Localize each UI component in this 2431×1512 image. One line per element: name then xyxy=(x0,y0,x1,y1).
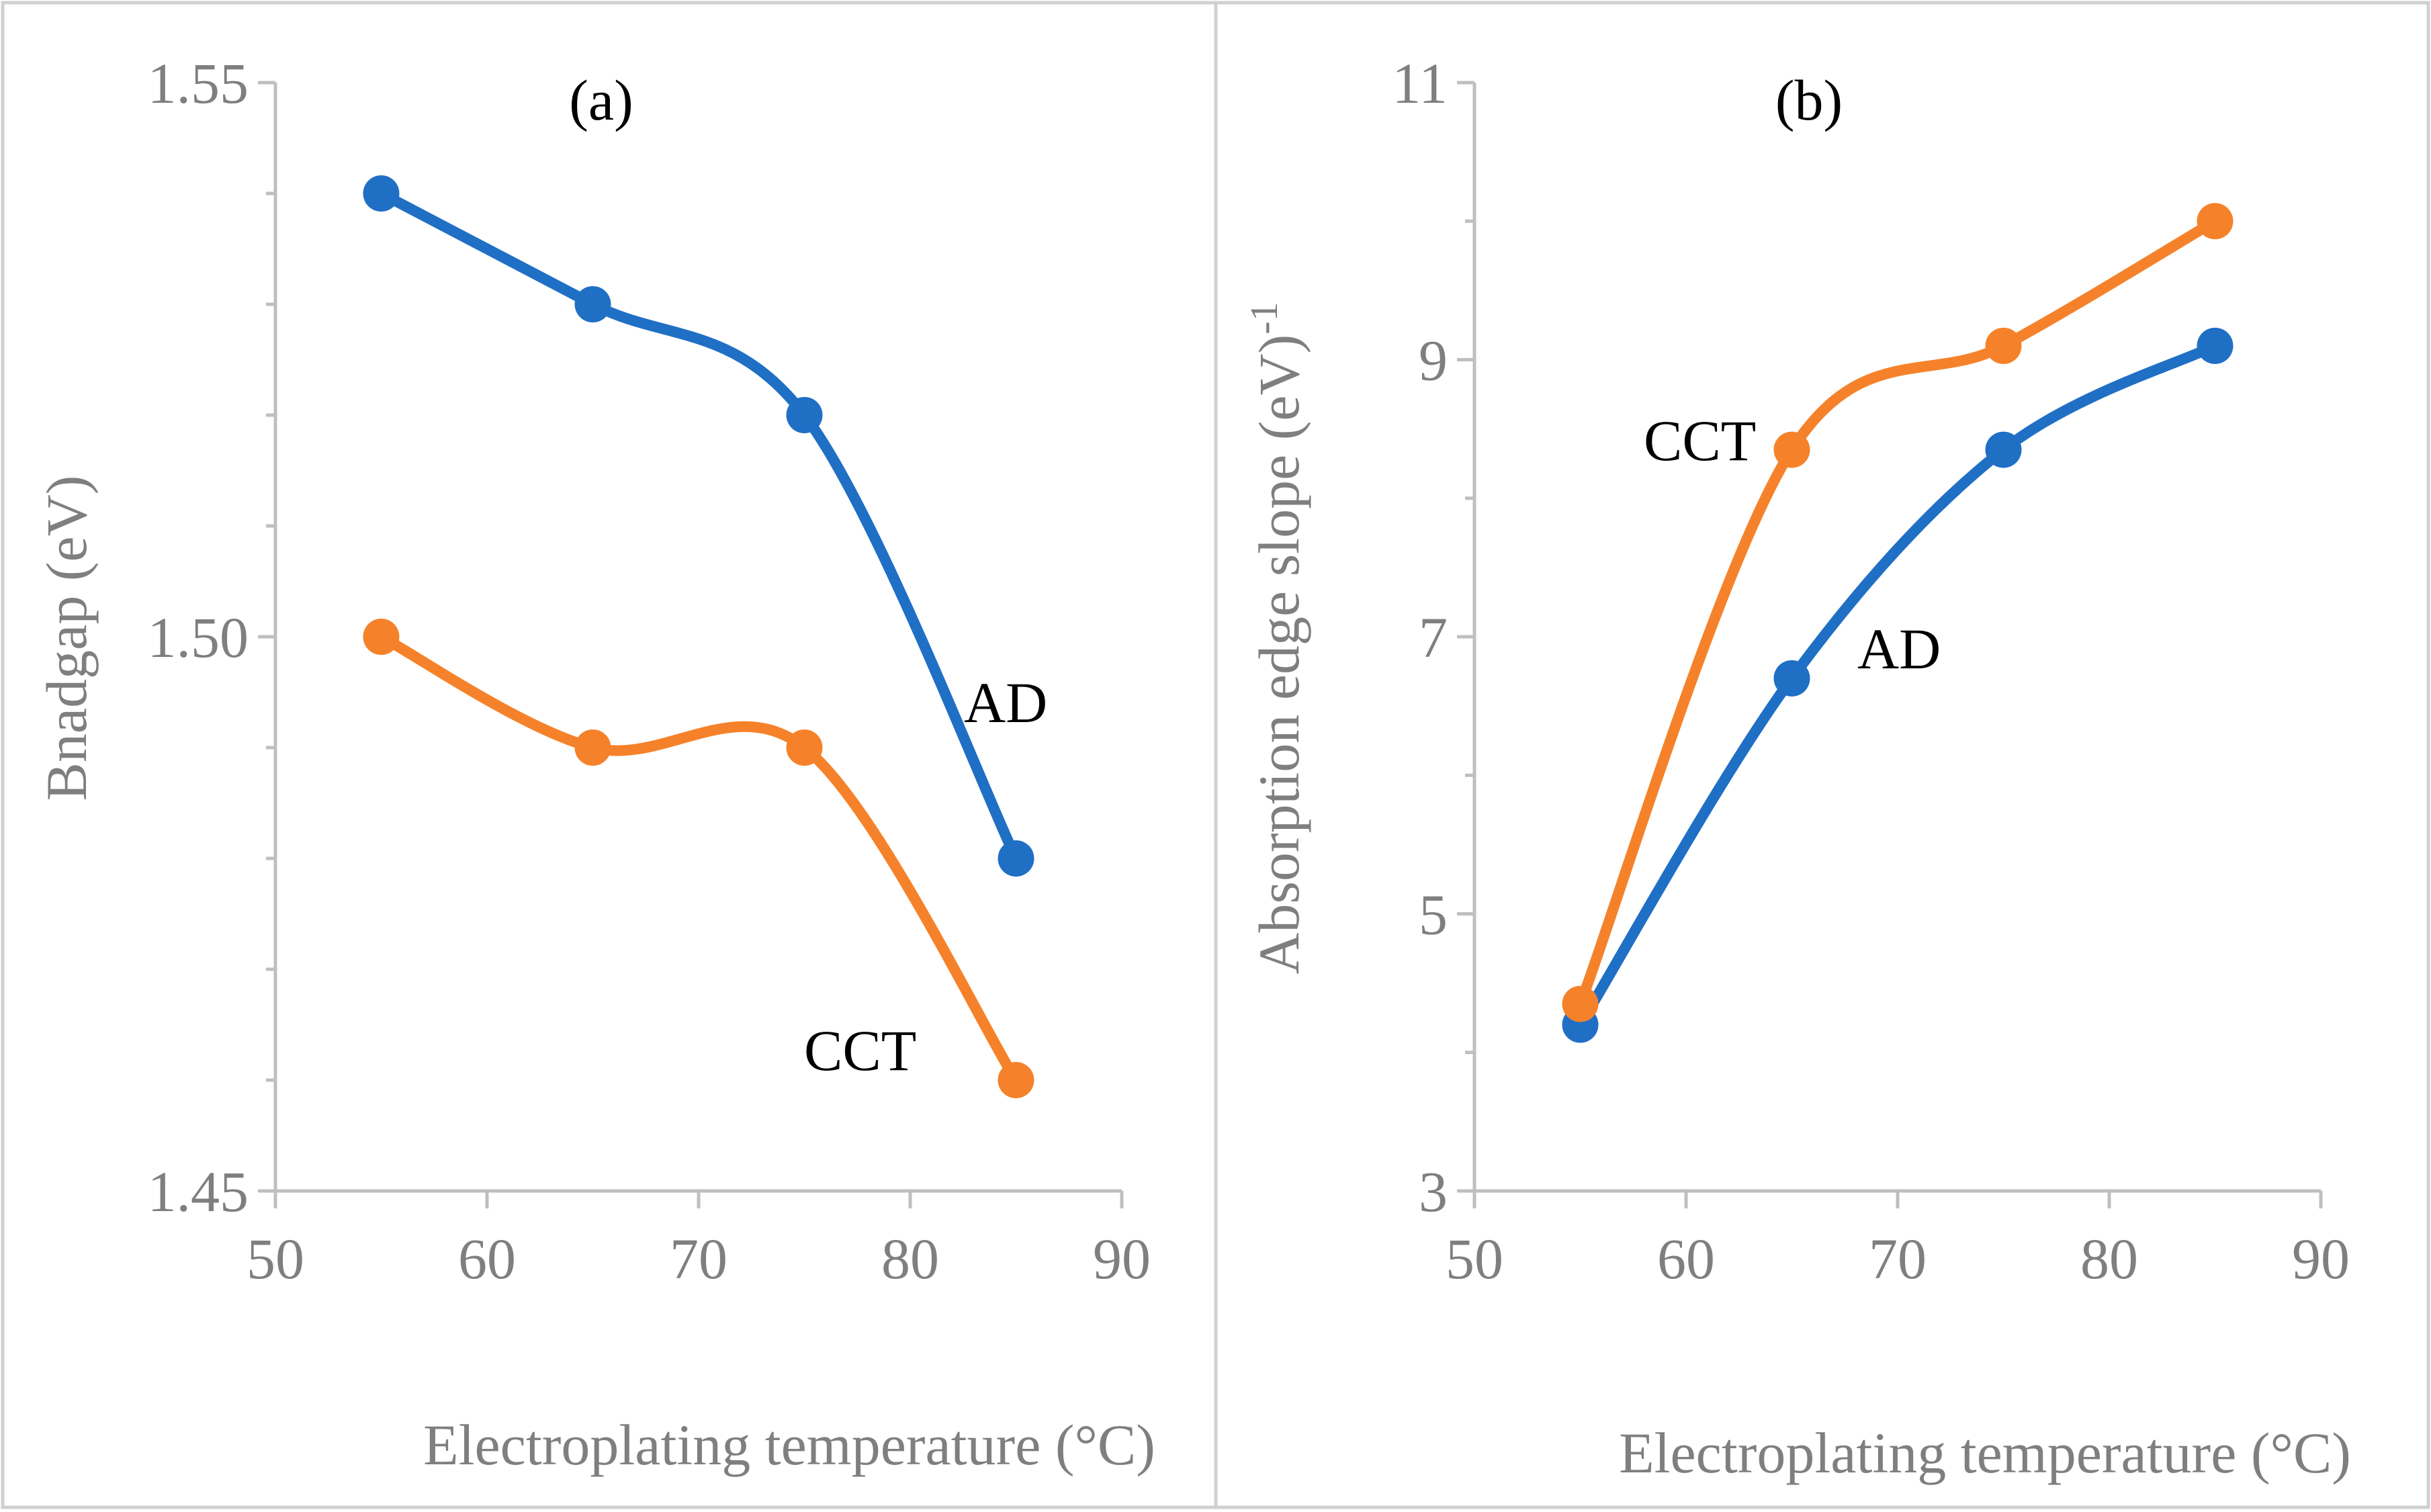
panel-a-x-axis-title: Electroplating temperature (°C) xyxy=(423,1413,1155,1477)
panel-b-series-line-ad xyxy=(1575,340,2221,1030)
panel-b-series xyxy=(1562,203,2234,1043)
panel-a-x-tick-label: 90 xyxy=(1093,1227,1151,1291)
panel-b-point-ad xyxy=(2197,327,2234,364)
panel-b-x-tick-label: 60 xyxy=(1657,1227,1715,1291)
panel-a-y-tick-label: 1.55 xyxy=(148,51,249,116)
panel-b-y-tick-label: 7 xyxy=(1419,605,1448,670)
panel-b-series-label-cct: CCT xyxy=(1644,408,1756,473)
panel-b-point-ad xyxy=(1985,431,2022,468)
panel-b-axes: 3 5 7 9 11 50 60 70 80 90 xyxy=(1392,51,2350,1291)
panel-b-border xyxy=(1214,1,2430,1509)
panel-b-point-cct xyxy=(1773,431,1810,468)
panel-a-point-cct xyxy=(363,619,400,655)
panel-b-y-tick-label: 3 xyxy=(1419,1159,1448,1224)
panel-a-series-line-ad xyxy=(375,188,1022,864)
panel-a-point-ad xyxy=(786,397,823,433)
panel-b-y-tick-label: 5 xyxy=(1419,883,1448,947)
panel-a-x-tick-label: 60 xyxy=(458,1227,516,1291)
panel-a-point-cct xyxy=(574,729,611,766)
panel-b-series-line-cct xyxy=(1575,216,2221,1010)
panel-b-point-cct xyxy=(1985,327,2022,364)
panel-a-x-tick-label: 80 xyxy=(881,1227,939,1291)
panel-b-x-axis-title: Electroplating temperature (°C) xyxy=(1619,1421,2351,1485)
panel-a-x-tick-label: 50 xyxy=(247,1227,304,1291)
panel-b-y-axis-title: Absorption edge slope (eV)-1 xyxy=(1242,302,1311,974)
panel-a-label: (a) xyxy=(569,68,633,132)
panel-b: 3 5 7 9 11 50 60 70 80 90 (b) Electroplating temp… xyxy=(1214,1,2430,1509)
panel-a-series-label-ad: AD xyxy=(964,670,1047,735)
panel-a-y-tick-label: 1.45 xyxy=(148,1159,249,1224)
panel-b-y-tick-label: 9 xyxy=(1419,328,1448,393)
panel-b-x-tick-label: 50 xyxy=(1446,1227,1503,1291)
panel-a-point-ad xyxy=(574,286,611,322)
panel-b-y-axis-title-superscript: -1 xyxy=(1242,302,1286,334)
panel-a-axes: 1.45 1.50 1.55 50 60 70 80 90 xyxy=(148,51,1151,1291)
panel-b-point-cct xyxy=(2197,203,2234,240)
panel-b-y-tick-label: 11 xyxy=(1392,51,1448,116)
panel-a-y-tick-label: 1.50 xyxy=(148,605,249,670)
panel-b-x-tick-label: 80 xyxy=(2080,1227,2138,1291)
panel-b-x-tick-label: 70 xyxy=(1869,1227,1927,1291)
panel-a-y-axis-title: Bnadgap (eV) xyxy=(34,476,99,801)
panel-a-series xyxy=(363,175,1034,1098)
panel-a-point-cct xyxy=(998,1062,1034,1098)
panel-a-x-tick-label: 70 xyxy=(670,1227,727,1291)
panel-b-label: (b) xyxy=(1775,68,1843,132)
panel-a-series-label-cct: CCT xyxy=(804,1018,916,1083)
panel-b-y-axis-title-main: Absorption edge slope (eV) xyxy=(1247,335,1311,975)
panel-a: 1.45 1.50 1.55 50 60 70 80 90 (a) Electroplatin… xyxy=(1,1,1218,1509)
panel-b-point-cct xyxy=(1562,985,1599,1022)
panel-a-series-line-cct xyxy=(375,631,1022,1085)
panel-b-point-ad xyxy=(1773,660,1810,697)
panel-a-point-ad xyxy=(363,175,400,212)
panel-b-series-label-ad: AD xyxy=(1857,617,1941,681)
panel-a-point-cct xyxy=(786,729,823,766)
panel-a-point-ad xyxy=(998,840,1034,877)
panel-b-x-tick-label: 90 xyxy=(2292,1227,2350,1291)
